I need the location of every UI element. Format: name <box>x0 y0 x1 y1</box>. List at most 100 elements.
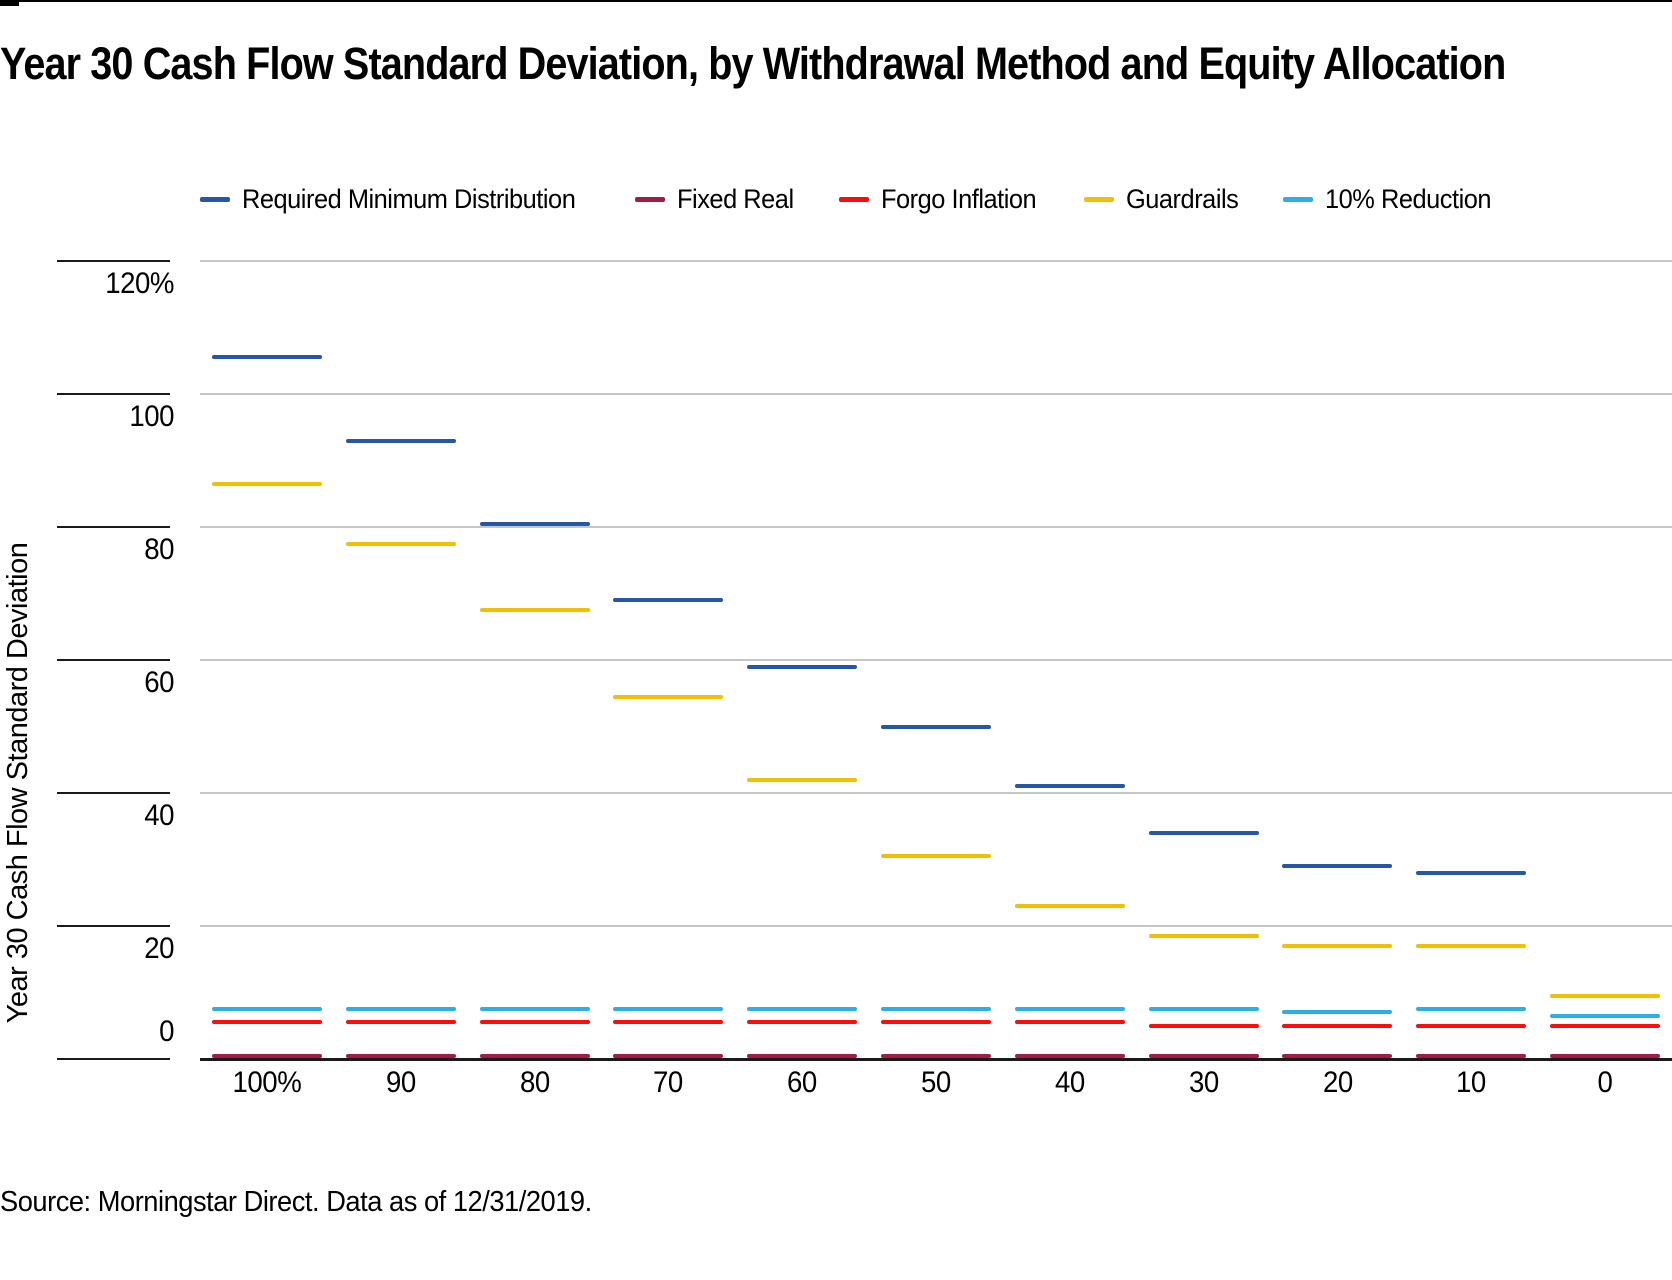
segment-required-minimum-distribution-30 <box>1148 830 1259 835</box>
legend-item-2: Forgo Inflation <box>838 184 1046 214</box>
segment-10-reduction-90 <box>345 1007 456 1012</box>
source-note: Source: Morningstar Direct. Data as of 1… <box>0 1186 592 1218</box>
segment-fixed-real-40 <box>1014 1053 1125 1058</box>
segment-required-minimum-distribution-10 <box>1416 870 1527 875</box>
segment-fixed-real-100 <box>211 1053 322 1058</box>
y-tick-label-100: 100 <box>129 400 174 433</box>
legend-item-3: Guardrails <box>1083 184 1246 214</box>
segment-forgo-inflation-10 <box>1416 1023 1527 1028</box>
y-tick-label-80: 80 <box>144 533 174 566</box>
y-tick-label-120: 120% <box>105 267 174 300</box>
legend-item-1: Fixed Real <box>634 184 801 214</box>
segment-fixed-real-60 <box>747 1053 858 1058</box>
y-tick-label-40: 40 <box>144 799 174 832</box>
segment-forgo-inflation-50 <box>881 1020 991 1025</box>
segment-forgo-inflation-40 <box>1014 1020 1125 1025</box>
segment-10-reduction-40 <box>1014 1007 1125 1012</box>
x-label-80: 80 <box>519 1066 550 1099</box>
legend-dash-icon <box>1283 196 1314 202</box>
segment-fixed-real-0 <box>1550 1053 1661 1058</box>
segment-guardrails-60 <box>747 777 858 782</box>
segment-forgo-inflation-100 <box>211 1020 322 1025</box>
segment-guardrails-100 <box>211 481 322 486</box>
gridline-80 <box>200 526 1672 528</box>
y-tick-100 <box>57 393 170 395</box>
segment-10-reduction-0 <box>1550 1013 1661 1018</box>
segment-guardrails-90 <box>345 541 456 546</box>
segment-10-reduction-50 <box>881 1007 991 1012</box>
segment-required-minimum-distribution-20 <box>1282 864 1393 869</box>
x-label-0: 0 <box>1597 1066 1613 1099</box>
y-axis-title: Year 30 Cash Flow Standard Deviation <box>2 542 34 1024</box>
x-label-60: 60 <box>787 1066 818 1099</box>
y-tick-40 <box>57 792 170 794</box>
segment-forgo-inflation-20 <box>1282 1023 1393 1028</box>
segment-forgo-inflation-80 <box>479 1020 590 1025</box>
legend-dash-icon <box>838 196 869 202</box>
gridline-40 <box>200 792 1672 794</box>
legend-label: Forgo Inflation <box>880 184 1037 214</box>
segment-guardrails-0 <box>1550 993 1661 998</box>
legend-dash-icon <box>1083 196 1114 202</box>
y-tick-label-20: 20 <box>144 932 174 965</box>
segment-guardrails-40 <box>1014 904 1125 909</box>
x-label-100: 100% <box>232 1066 302 1099</box>
x-label-90: 90 <box>385 1066 416 1099</box>
segment-fixed-real-10 <box>1416 1053 1527 1058</box>
legend-label: Required Minimum Distribution <box>242 184 576 214</box>
segment-forgo-inflation-60 <box>747 1020 858 1025</box>
y-tick-label-0: 0 <box>159 1015 174 1048</box>
x-axis-line <box>200 1058 1672 1061</box>
x-label-10: 10 <box>1456 1066 1487 1099</box>
x-label-30: 30 <box>1188 1066 1219 1099</box>
x-label-40: 40 <box>1054 1066 1085 1099</box>
segment-required-minimum-distribution-60 <box>747 664 858 669</box>
segment-fixed-real-90 <box>345 1053 456 1058</box>
segment-fixed-real-30 <box>1148 1053 1259 1058</box>
segment-required-minimum-distribution-50 <box>881 724 991 729</box>
segment-10-reduction-20 <box>1282 1010 1393 1015</box>
segment-fixed-real-50 <box>881 1053 991 1058</box>
x-label-20: 20 <box>1322 1066 1353 1099</box>
legend-item-4: 10% Reduction <box>1283 184 1502 214</box>
x-label-50: 50 <box>921 1066 951 1099</box>
segment-forgo-inflation-90 <box>345 1020 456 1025</box>
segment-guardrails-10 <box>1416 943 1527 948</box>
segment-fixed-real-20 <box>1282 1053 1393 1058</box>
segment-guardrails-20 <box>1282 943 1393 948</box>
y-tick-80 <box>57 526 170 528</box>
legend-dash-icon <box>634 196 665 202</box>
gridline-60 <box>200 659 1672 661</box>
segment-forgo-inflation-70 <box>613 1020 724 1025</box>
gridline-100 <box>200 393 1672 395</box>
page-title: Year 30 Cash Flow Standard Deviation, by… <box>0 38 1506 90</box>
segment-guardrails-70 <box>613 694 724 699</box>
legend-label: Guardrails <box>1125 184 1239 214</box>
segment-fixed-real-80 <box>479 1053 590 1058</box>
segment-required-minimum-distribution-70 <box>613 598 724 603</box>
gridline-120 <box>200 260 1672 262</box>
top-rule-tab <box>0 0 19 6</box>
top-rule <box>0 0 1672 2</box>
segment-guardrails-50 <box>881 854 991 859</box>
segment-10-reduction-80 <box>479 1007 590 1012</box>
legend: Required Minimum Distribution Fixed Real F… <box>200 184 1502 214</box>
y-tick-120 <box>57 260 170 262</box>
gridline-20 <box>200 925 1672 927</box>
y-tick-0 <box>57 1058 170 1060</box>
legend-item-0: Required Minimum Distribution <box>200 184 597 214</box>
segment-guardrails-30 <box>1148 933 1259 938</box>
segment-10-reduction-30 <box>1148 1007 1259 1012</box>
segment-required-minimum-distribution-100 <box>211 355 322 360</box>
y-tick-60 <box>57 659 170 661</box>
segment-10-reduction-70 <box>613 1007 724 1012</box>
y-tick-label-60: 60 <box>144 666 174 699</box>
segment-guardrails-80 <box>479 608 590 613</box>
x-label-70: 70 <box>653 1066 684 1099</box>
segment-required-minimum-distribution-40 <box>1014 784 1125 789</box>
segment-10-reduction-10 <box>1416 1007 1527 1012</box>
legend-label: Fixed Real <box>676 184 794 214</box>
legend-dash-icon <box>200 196 230 202</box>
segment-fixed-real-70 <box>613 1053 724 1058</box>
